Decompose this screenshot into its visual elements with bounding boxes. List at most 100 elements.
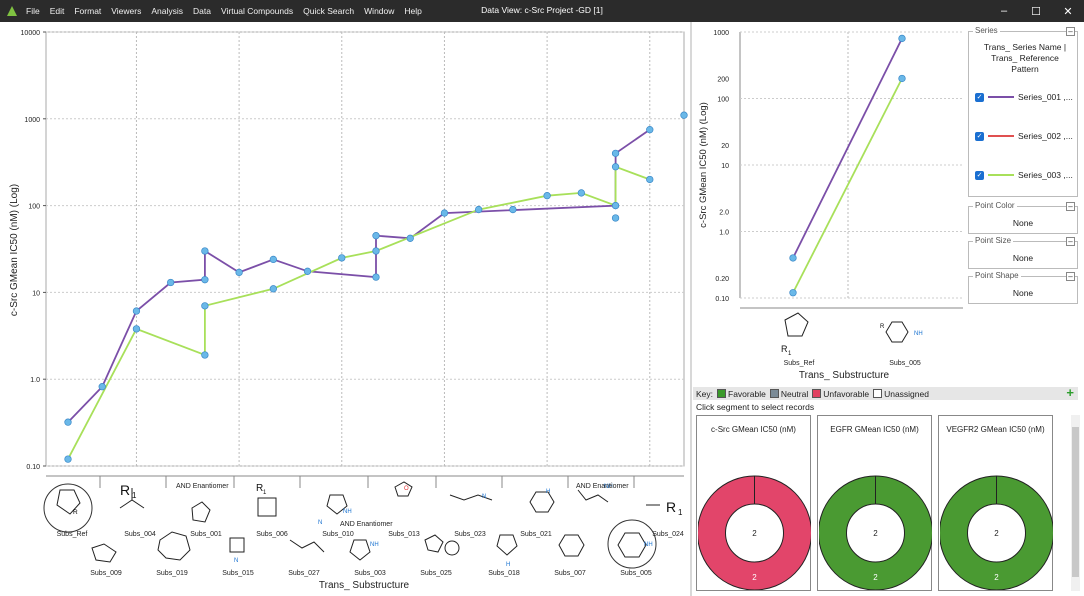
data-point [898,34,906,43]
svg-text:R: R [880,324,885,330]
series-label: Series_001 ,... [1018,92,1073,102]
small-chart[interactable]: 1000 200 100 20 10 2.0 1.0 0.20 0.10 c-Src GMean… [694,22,966,382]
menu-window[interactable]: Window [364,6,395,16]
data-point [789,289,797,297]
panel-divider[interactable] [690,22,692,596]
small-x-label-subs-005: Subs_005 [889,360,921,367]
data-point [303,267,312,275]
menu-virtual-compounds[interactable]: Virtual Compounds [220,6,294,16]
series-item-003[interactable]: ✓ Series_003 ,... [975,170,1073,180]
svg-text:NH: NH [644,542,653,548]
data-point [898,74,906,83]
menu-format[interactable]: Format [74,6,102,16]
neutral-swatch [769,389,779,398]
collapse-icon[interactable]: – [1066,237,1075,246]
substructure-label: Subs_023 [454,531,486,538]
svg-text:1: 1 [263,490,267,496]
small-x-label-subs-ref: Subs_Ref [784,360,815,367]
point-size-value[interactable]: None [1012,253,1034,263]
menu-bar: File Edit Format Viewers Analysis Data V… [26,0,432,22]
small-y-tick-label: 0.20 [715,276,729,283]
data-point [372,273,380,281]
svg-text:N: N [234,558,238,564]
menu-edit[interactable]: Edit [49,6,65,16]
series-line [67,165,651,460]
menu-viewers[interactable]: Viewers [111,6,142,16]
main-chart[interactable]: 10000 1000 100 10 1.0 0.10 c-Src GMean IC50 (… [0,22,690,596]
data-point [98,383,106,391]
menu-data[interactable]: Data [193,6,211,16]
svg-text:N: N [318,520,322,526]
key-unfavorable[interactable]: Unfavorable [823,388,870,399]
collapse-icon[interactable]: – [1066,272,1075,281]
menu-analysis[interactable]: Analysis [151,6,184,16]
key-unassigned[interactable]: Unassigned [884,388,929,399]
menu-help[interactable]: Help [404,6,422,16]
main-y-tick-label: 10 [32,290,40,297]
small-y-tick-label: 1000 [713,30,729,37]
substructure-label: Subs_013 [388,531,420,538]
checkbox-checked-icon[interactable]: ✓ [975,131,984,141]
series-swatch [988,135,1014,137]
minimize-button[interactable]: – [1000,5,1008,17]
data-point [372,232,380,240]
donut-card-vegfr2[interactable]: VEGFR2 GMean IC50 (nM) 2 2 [938,415,1053,591]
donut-scrollbar[interactable] [1071,415,1080,591]
svg-text:R: R [73,509,78,516]
menu-file[interactable]: File [26,6,40,16]
donut-title: VEGFR2 GMean IC50 (nM) [946,425,1045,434]
annotation-and-enantiomer: AND Enantiomer [576,483,629,490]
collapse-icon[interactable]: – [1066,202,1075,211]
point-color-value[interactable]: None [1012,218,1034,228]
main-y-tick-label: 1000 [24,117,40,124]
data-point [167,278,175,287]
substructure-label: Subs_Ref [57,531,88,538]
svg-text:1: 1 [678,508,683,517]
svg-text:NH: NH [343,509,352,515]
data-point [611,214,620,222]
checkbox-checked-icon[interactable]: ✓ [975,92,984,102]
point-color-title: Point Color [973,201,1017,210]
data-point [201,276,209,284]
svg-text:1: 1 [788,351,792,357]
donut-card-egfr[interactable]: EGFR GMean IC50 (nM) 2 2 [817,415,932,591]
svg-text:R: R [120,482,130,498]
data-point [269,285,277,293]
key-favorable[interactable]: Favorable [728,388,766,399]
small-structure-drawings [784,312,909,343]
small-y-tick-label: 10 [721,163,729,170]
donut-outer-count: 2 [752,573,757,582]
key-bar: Key: Favorable Neutral Unfavorable Unass… [693,385,1078,400]
unfavorable-swatch [812,389,822,398]
series-legend-panel: Series – Trans_ Series Name | Trans_ Ref… [968,26,1078,197]
data-point [611,201,620,210]
small-y-axis-label: c-Src GMean IC50 (nM) (Log) [698,102,709,228]
data-point [611,163,620,171]
svg-text:R: R [256,483,263,494]
series-legend-header: Trans_ Series Name | Trans_ Reference Pa… [983,42,1067,74]
main-y-tick-label: 10000 [21,30,41,37]
maximize-button[interactable]: ☐ [1031,5,1041,18]
series-line [67,128,651,423]
donut-card-csrc[interactable]: c-Src GMean IC50 (nM) 2 2 [696,415,811,591]
collapse-icon[interactable]: – [1066,27,1075,36]
small-x-axis-label: Trans_ Substructure [799,370,890,381]
small-y-tick-label: 1.0 [719,230,729,237]
add-icon[interactable]: + [1066,385,1074,400]
menu-quick-search[interactable]: Quick Search [303,6,355,16]
data-point [132,307,141,315]
series-label: Series_003 ,... [1018,170,1073,180]
data-point [132,325,141,333]
key-neutral[interactable]: Neutral [780,388,809,399]
series-item-002[interactable]: ✓ Series_002 ,... [975,131,1073,141]
data-point [338,254,346,262]
point-shape-title: Point Shape [973,271,1021,280]
substructure-label: Subs_009 [90,570,122,577]
scrollbar-thumb[interactable] [1072,427,1079,577]
checkbox-checked-icon[interactable]: ✓ [975,170,984,180]
close-button[interactable]: ✕ [1063,5,1073,18]
svg-text:R: R [666,499,676,515]
series-item-001[interactable]: ✓ Series_001 ,... [975,92,1073,102]
substructure-label: Subs_004 [124,531,156,538]
point-shape-value[interactable]: None [1012,288,1034,298]
